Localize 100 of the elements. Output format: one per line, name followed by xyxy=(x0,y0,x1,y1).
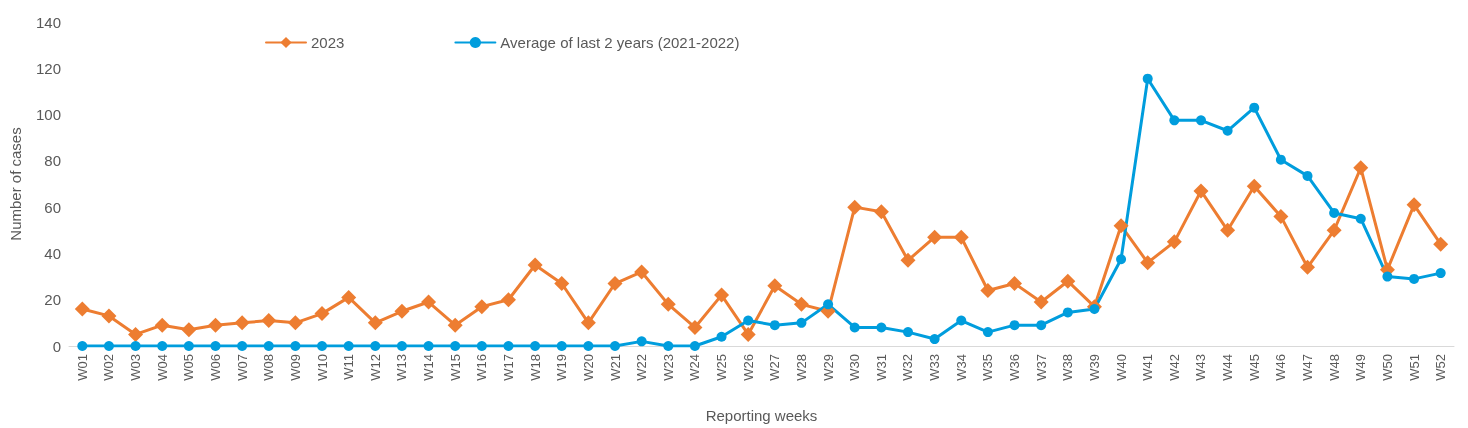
point xyxy=(423,341,434,351)
x-tick-label: W10 xyxy=(314,354,330,381)
point xyxy=(743,315,754,326)
x-tick-label: W05 xyxy=(181,354,197,381)
x-tick-label: W03 xyxy=(128,354,144,381)
x-tick-label: W11 xyxy=(341,354,357,380)
point xyxy=(554,276,570,292)
point xyxy=(1033,294,1049,310)
point xyxy=(1062,307,1073,318)
y-tick-label: 120 xyxy=(35,59,61,77)
point xyxy=(927,229,943,245)
point xyxy=(314,306,330,322)
x-tick-label: W49 xyxy=(1353,354,1369,381)
point xyxy=(290,341,301,351)
x-tick-label: W15 xyxy=(447,354,463,381)
x-tick-label: W28 xyxy=(793,354,809,381)
point xyxy=(157,341,168,351)
point xyxy=(873,204,889,220)
point xyxy=(450,341,461,351)
point xyxy=(210,341,221,351)
point xyxy=(634,264,650,280)
point xyxy=(1195,115,1206,126)
x-tick-label: W02 xyxy=(101,354,117,381)
point xyxy=(767,278,783,294)
point xyxy=(101,308,117,324)
x-tick-label: W38 xyxy=(1060,354,1076,381)
point xyxy=(1222,125,1233,136)
point xyxy=(1435,268,1446,279)
x-tick-label: W36 xyxy=(1007,354,1023,381)
point xyxy=(1329,207,1340,218)
x-tick-label: W51 xyxy=(1406,354,1422,381)
x-tick-label: W26 xyxy=(740,354,756,381)
x-tick-label: W27 xyxy=(767,354,783,381)
point xyxy=(261,313,277,329)
x-tick-label: W14 xyxy=(421,354,437,381)
point xyxy=(1406,197,1422,213)
x-tick-label: W52 xyxy=(1433,354,1449,381)
point xyxy=(1382,271,1393,282)
x-tick-label: W20 xyxy=(580,354,596,381)
point xyxy=(714,287,730,303)
point xyxy=(103,341,114,351)
x-tick-label: W16 xyxy=(474,354,490,381)
point xyxy=(876,322,887,333)
point xyxy=(130,341,141,351)
x-tick-label: W22 xyxy=(634,354,650,381)
x-tick-label: W34 xyxy=(953,354,969,381)
y-tick-label: 20 xyxy=(44,291,61,309)
x-tick-label: W30 xyxy=(847,354,863,381)
point xyxy=(716,331,727,342)
legend-label: Average of last 2 years (2021-2022) xyxy=(500,34,740,51)
point xyxy=(1116,254,1127,265)
point xyxy=(580,315,596,331)
point xyxy=(234,315,250,331)
x-tick-label: W08 xyxy=(261,354,277,381)
x-tick-label: W48 xyxy=(1326,354,1342,381)
point xyxy=(527,257,543,273)
point xyxy=(903,327,913,338)
point xyxy=(394,303,410,319)
point xyxy=(1036,320,1047,331)
x-tick-label: W17 xyxy=(500,354,516,381)
point xyxy=(953,229,969,245)
x-tick-label: W06 xyxy=(207,354,223,381)
point xyxy=(181,322,197,338)
point xyxy=(154,317,170,333)
x-tick-label: W25 xyxy=(714,354,730,381)
point xyxy=(1113,218,1129,234)
point xyxy=(1355,213,1366,224)
point xyxy=(1326,222,1342,238)
x-tick-label: W18 xyxy=(527,354,543,381)
y-tick-label: 100 xyxy=(35,106,61,124)
point xyxy=(1275,154,1286,165)
point xyxy=(343,341,354,351)
x-axis-title: Reporting weeks xyxy=(705,407,818,424)
x-tick-label: W39 xyxy=(1086,354,1102,381)
point xyxy=(237,341,248,351)
point xyxy=(823,299,834,310)
x-tick-label: W40 xyxy=(1113,354,1129,381)
x-tick-label: W12 xyxy=(367,354,383,381)
point xyxy=(500,292,516,308)
point xyxy=(421,294,437,310)
point xyxy=(1249,102,1260,113)
y-axis-title: Number of cases xyxy=(7,127,24,241)
point xyxy=(556,341,567,351)
x-tick-label: W19 xyxy=(554,354,570,381)
point xyxy=(956,315,967,326)
y-tick-label: 40 xyxy=(44,244,61,262)
point xyxy=(793,296,809,312)
point xyxy=(1246,178,1262,194)
point xyxy=(980,282,996,298)
point xyxy=(1007,276,1023,292)
x-tick-label: W41 xyxy=(1140,354,1156,381)
x-tick-label: W45 xyxy=(1246,354,1262,381)
point xyxy=(607,276,623,292)
point xyxy=(1220,222,1236,238)
x-tick-label: W37 xyxy=(1033,354,1049,381)
point xyxy=(503,341,514,351)
point xyxy=(1009,320,1020,331)
x-tick-label: W32 xyxy=(900,354,916,381)
point xyxy=(474,299,490,315)
point xyxy=(396,341,407,351)
